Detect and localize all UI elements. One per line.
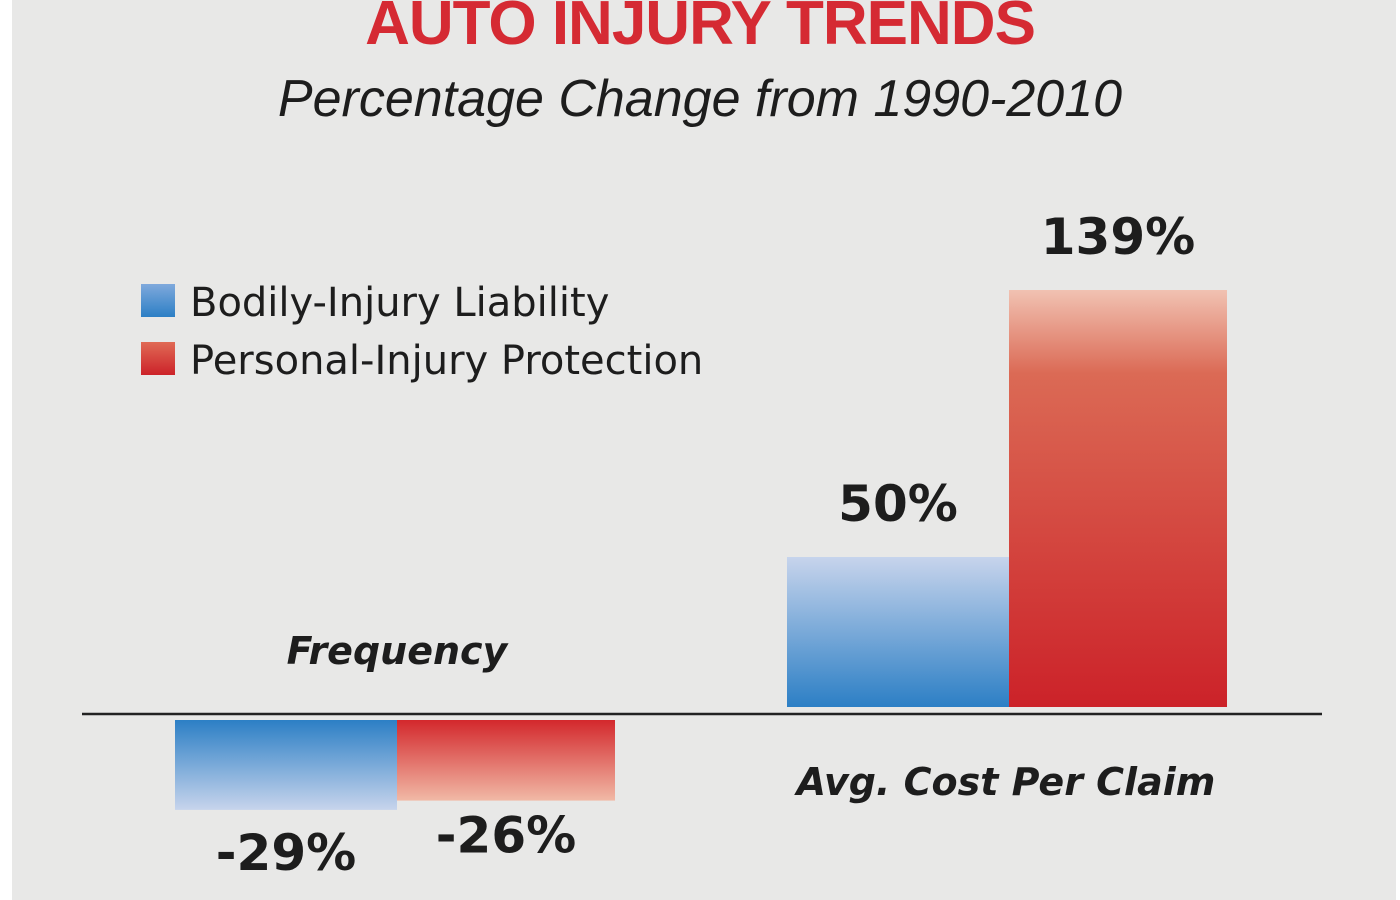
bar-personal-injury-frequency (397, 720, 615, 801)
value-label: -26% (436, 807, 576, 865)
value-labels: -29% 50% -26% 139% (216, 208, 1195, 882)
legend-label-personal-injury: Personal-Injury Protection (190, 338, 703, 384)
bar-personal-injury-avg-cost (1009, 290, 1227, 707)
category-label-avg-cost: Avg. Cost Per Claim (794, 760, 1216, 804)
value-label: 50% (838, 475, 958, 533)
category-label-frequency: Frequency (287, 629, 510, 673)
chart-svg: AUTO INJURY TRENDS Percentage Change fro… (82, 0, 1322, 882)
chart-subtitle: Percentage Change from 1990-2010 (278, 70, 1122, 128)
bar-bodily-injury-frequency (175, 720, 397, 810)
value-label: -29% (216, 824, 356, 882)
legend-swatch-personal-injury (141, 342, 175, 375)
bars (175, 290, 1227, 810)
legend: Bodily-Injury Liability Personal-Injury … (141, 280, 703, 384)
value-label: 139% (1041, 208, 1195, 266)
legend-swatch-bodily-injury (141, 284, 175, 317)
legend-label-bodily-injury: Bodily-Injury Liability (190, 280, 609, 326)
chart-title: AUTO INJURY TRENDS (365, 0, 1035, 58)
bar-bodily-injury-avg-cost (787, 557, 1009, 707)
chart-area: AUTO INJURY TRENDS Percentage Change fro… (12, 0, 1396, 900)
